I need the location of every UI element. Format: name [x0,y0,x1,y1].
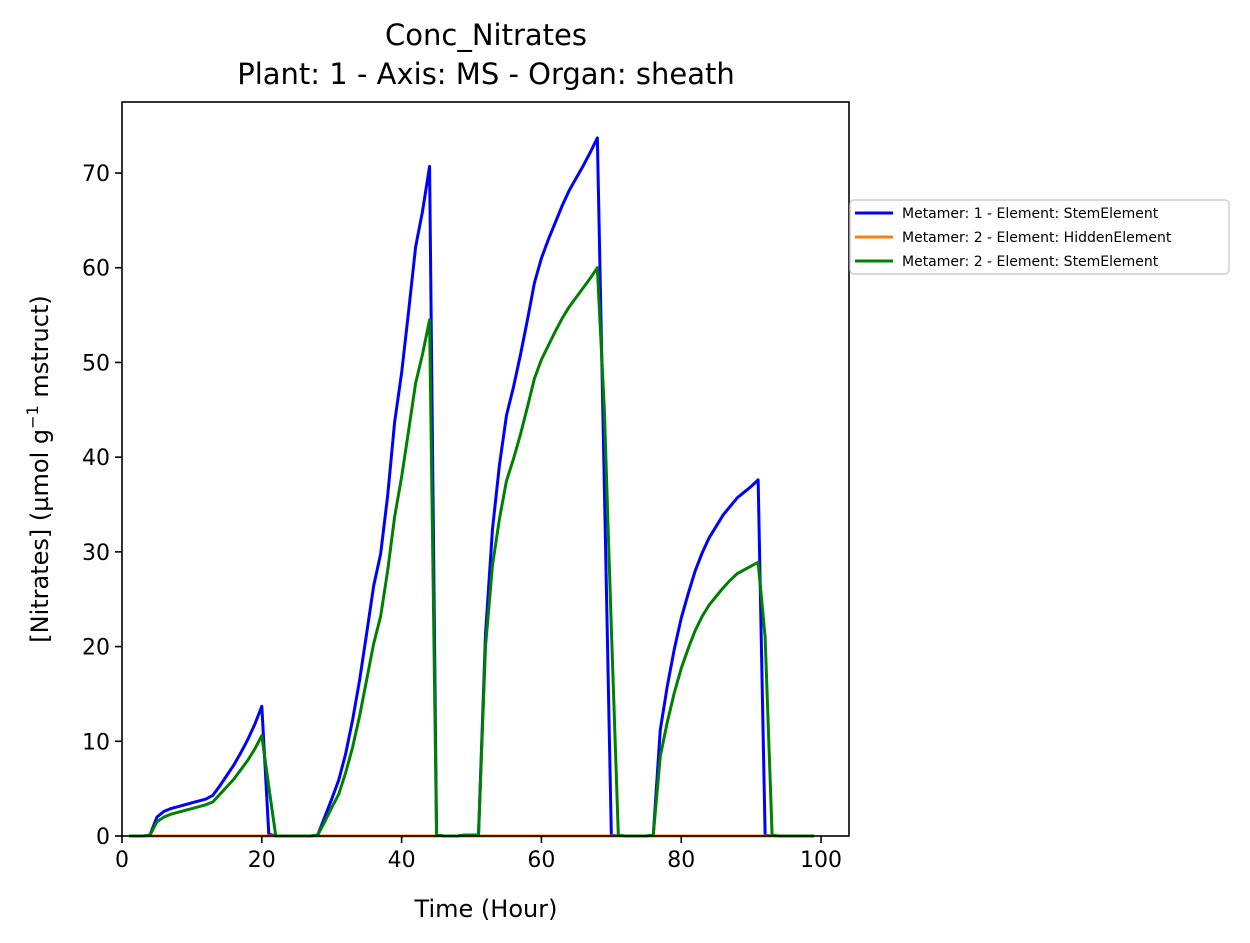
y-axis-label-prefix: [Nitrates] (µmol g [26,429,54,643]
series-line-3 [128,266,815,838]
y-tick-label: 40 [82,446,110,471]
x-tick-label: 40 [388,848,416,873]
chart-title: Conc_Nitrates [385,18,587,52]
y-tick-label: 10 [82,730,110,755]
y-axis-label-suffix: mstruct) [26,295,54,405]
chart-subtitle: Plant: 1 - Axis: MS - Organ: sheath [237,57,735,91]
y-axis-label-superscript: −1 [23,405,42,429]
y-tick-label: 60 [82,257,110,282]
x-tick-label: 60 [527,848,555,873]
y-tick-label: 30 [82,541,110,566]
legend-label: Metamer: 1 - Element: StemElement [902,206,1159,222]
legend: Metamer: 1 - Element: StemElement Metamer… [849,199,1230,275]
legend-frame [849,199,1230,275]
y-tick-label: 70 [82,162,110,187]
series-layer [128,136,815,838]
x-tick-label: 0 [115,848,129,873]
x-tick-label: 100 [800,848,842,873]
series-line-1 [128,136,815,838]
legend-entries: Metamer: 1 - Element: StemElement Metamer… [855,206,1172,270]
x-tick-label: 80 [667,848,695,873]
y-tick-label: 50 [82,351,110,376]
y-tick-label: 20 [82,636,110,661]
x-tick-label: 20 [248,848,276,873]
y-axis-label: [Nitrates] (µmol g−1 mstruct) [23,295,54,642]
legend-label: Metamer: 2 - Element: StemElement [902,254,1159,270]
plot-frame [121,101,850,837]
legend-label: Metamer: 2 - Element: HiddenElement [902,230,1172,246]
y-axis: 0 10 20 30 40 50 60 70 [82,162,122,850]
x-axis-label: Time (Hour) [414,895,558,923]
x-axis: 0 20 40 60 80 100 [115,836,842,873]
y-tick-label: 0 [96,825,110,850]
